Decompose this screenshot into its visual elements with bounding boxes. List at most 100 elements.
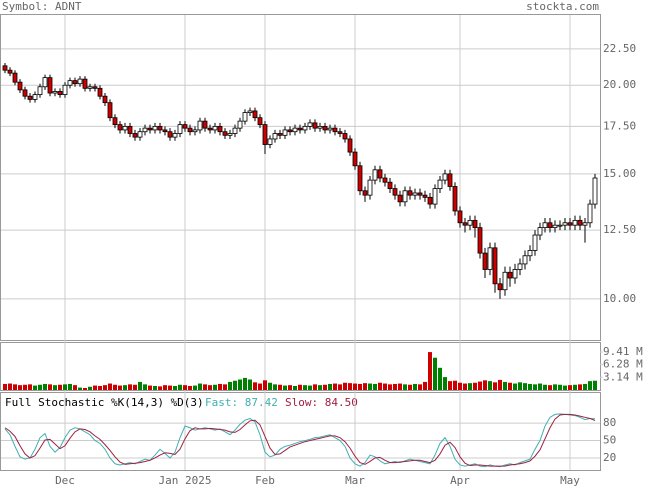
volume-bar: [518, 382, 522, 390]
candle-body: [127, 125, 133, 134]
candle-body: [137, 131, 143, 138]
volume-bar: [583, 383, 587, 390]
volume-bar: [258, 383, 262, 390]
volume-bar: [123, 385, 127, 390]
candle-body: [357, 165, 363, 192]
candle-body: [7, 69, 13, 74]
candle-body: [572, 219, 578, 226]
candle-body: [37, 86, 43, 96]
volume-bar: [523, 383, 527, 390]
volume-bar: [53, 385, 57, 390]
volume-bar: [268, 382, 272, 390]
volume-bar: [28, 384, 32, 390]
candle-body: [417, 192, 423, 196]
volume-bar: [183, 385, 187, 390]
candle-body: [232, 127, 238, 134]
chart-title: Symbol: ADNT: [2, 0, 82, 13]
volume-bar: [223, 384, 227, 390]
candle-body: [467, 219, 473, 226]
candle-body: [462, 222, 468, 226]
candle-body: [207, 127, 213, 131]
volume-bar: [408, 384, 412, 390]
volume-bar: [328, 383, 332, 390]
x-tick-label: Jan 2025: [159, 474, 212, 486]
candle-body: [542, 222, 548, 229]
candle-body: [472, 219, 478, 229]
volume-bar: [13, 384, 17, 390]
candle-body: [367, 179, 373, 196]
volume-bar: [278, 384, 282, 390]
candle-body: [372, 169, 378, 181]
volume-bar: [458, 382, 462, 390]
volume-bar: [233, 380, 237, 390]
volume-bar: [418, 384, 422, 390]
volume-bar: [378, 382, 382, 390]
volume-bar: [163, 385, 167, 390]
candle-body: [567, 222, 573, 226]
source: stockta.com: [526, 0, 599, 13]
candle-body: [112, 117, 118, 126]
volume-bar: [313, 384, 317, 390]
candle-body: [432, 188, 438, 205]
y-tick-label: 15.00: [603, 167, 636, 180]
volume-bar: [263, 380, 267, 390]
candle-body: [307, 122, 313, 127]
volume-bar: [158, 386, 162, 390]
volume-bar: [253, 382, 257, 390]
candle-body: [162, 129, 168, 133]
volume-bar: [293, 385, 297, 390]
candle-body: [402, 190, 408, 203]
volume-bar: [468, 383, 472, 390]
candle-body: [302, 125, 308, 131]
candle-body: [152, 125, 158, 131]
candle-body: [272, 133, 278, 140]
candle-body: [452, 186, 458, 212]
candle-body: [322, 125, 328, 131]
candle-body: [392, 188, 398, 196]
candle-body: [587, 203, 593, 224]
volume-bar: [208, 385, 212, 390]
candle-body: [582, 222, 588, 226]
volume-bar: [68, 383, 72, 390]
volume-bar: [83, 387, 87, 390]
volume-bar: [478, 381, 482, 390]
volume-bar: [368, 383, 372, 390]
candle-body: [47, 77, 53, 94]
volume-bar: [588, 381, 592, 390]
candle-body: [537, 227, 543, 236]
candle-body: [527, 250, 533, 257]
volume-bar: [438, 367, 442, 390]
volume-bar: [23, 384, 27, 390]
candle-body: [482, 252, 488, 270]
volume-bar: [143, 384, 147, 390]
candle-body: [477, 227, 483, 254]
volume-bar: [358, 383, 362, 390]
candle-body: [262, 124, 268, 145]
volume-bar: [568, 385, 572, 390]
volume-bar: [433, 357, 437, 390]
candle-body: [67, 80, 73, 86]
candle-body: [267, 138, 273, 145]
candle-body: [102, 95, 108, 104]
candle-body: [422, 194, 428, 198]
volume-bar: [198, 383, 202, 390]
stochastic-tick-label: 80: [603, 416, 616, 429]
volume-bar: [488, 381, 492, 390]
stochastic-label: Full Stochastic %K(14,3) %D(3): [5, 396, 204, 409]
candle-body: [247, 110, 253, 114]
volume-bar: [563, 385, 567, 390]
y-tick-label: 12.50: [603, 223, 636, 236]
x-tick-label: Apr: [450, 474, 470, 486]
volume-bar: [283, 385, 287, 390]
volume-tick-label: 9.41 M: [603, 345, 643, 358]
volume-bar: [8, 383, 12, 390]
volume-panel: [0, 342, 601, 391]
candle-body: [287, 129, 293, 133]
volume-bar: [108, 383, 112, 390]
candle-body: [522, 255, 528, 265]
price-panel: [0, 14, 601, 341]
volume-bar: [498, 379, 502, 390]
volume-bar: [43, 383, 47, 390]
candle-body: [12, 72, 18, 83]
